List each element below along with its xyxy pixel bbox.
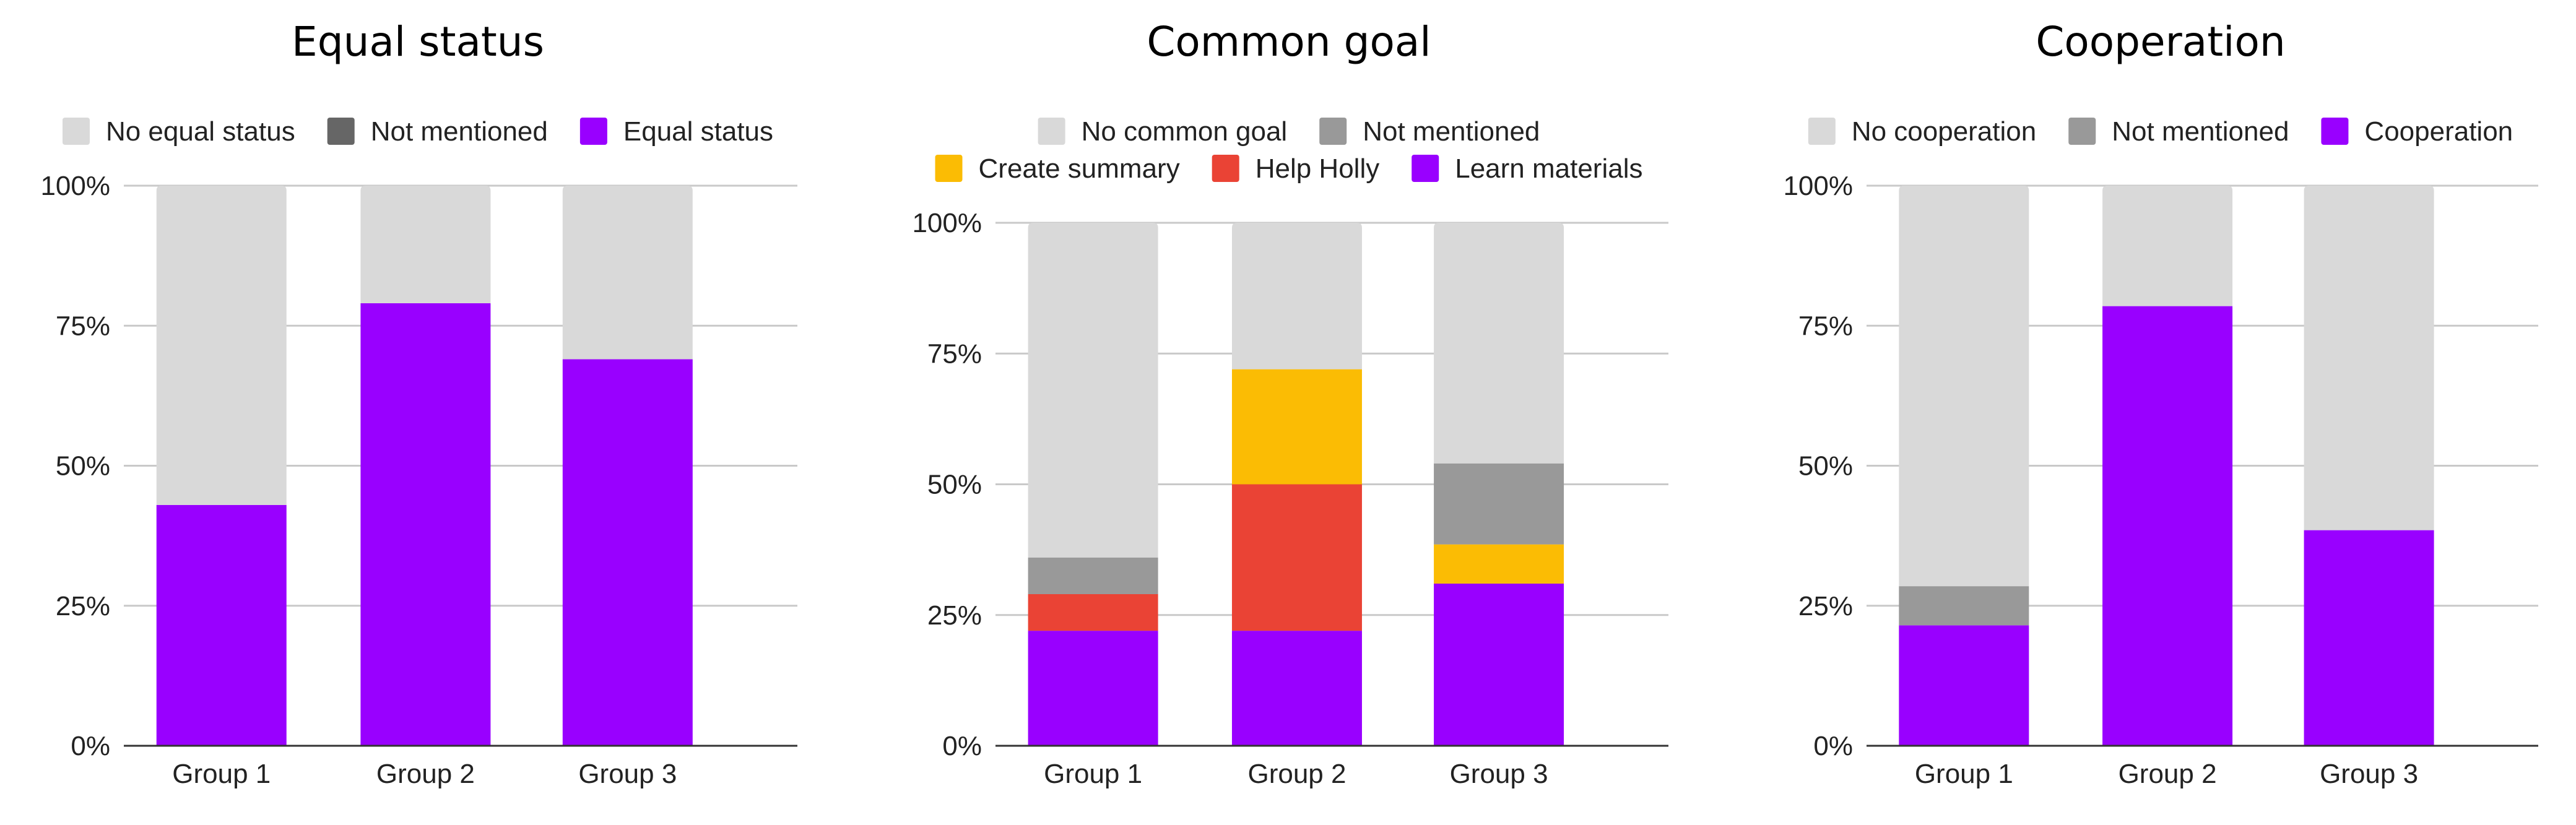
bar-segment-cooperation-group-1 (1899, 625, 2029, 746)
y-tick-label: 0% (1813, 731, 1853, 761)
legend: No cooperation Not mentioned Cooperation (1808, 116, 2513, 147)
legend-label-no-cooperation: No cooperation (1852, 116, 2036, 147)
x-axis: Group 1 Group 2 Group 3 (172, 759, 677, 789)
legend-label-no-common-goal: No common goal (1082, 116, 1288, 147)
bars (1028, 223, 1564, 746)
x-tick-label: Group 3 (1450, 759, 1548, 789)
y-tick-label: 25% (1798, 591, 1853, 621)
bar-segment-not-mentioned-group-1 (1028, 557, 1158, 594)
legend: No common goal Not mentioned Create summar… (935, 116, 1642, 184)
x-axis: Group 1 Group 2 Group 3 (1044, 759, 1548, 789)
bar-segment-help-holly-group-1 (1028, 594, 1158, 631)
bar-segment-learn-materials-group-3 (1434, 584, 1564, 746)
bar-segment-help-holly-group-2 (1231, 484, 1362, 631)
x-tick-label: Group 2 (1247, 759, 1346, 789)
legend-swatch-not-mentioned (1319, 118, 1347, 145)
y-tick-label: 25% (56, 591, 110, 621)
x-tick-label: Group 3 (2320, 759, 2418, 789)
bar-segment-learn-materials-group-1 (1028, 631, 1158, 746)
legend-label-cooperation: Cooperation (2364, 116, 2513, 147)
legend-swatch-no-cooperation (1808, 118, 1836, 145)
x-tick-label: Group 2 (2118, 759, 2217, 789)
x-tick-label: Group 1 (172, 759, 271, 789)
legend-label-not-mentioned: Not mentioned (371, 116, 548, 147)
bar-segment-cooperation-group-3 (2304, 530, 2434, 746)
bar-segment-no-common-goal-group-2 (1231, 223, 1362, 369)
bar-segment-equal-status-group-1 (156, 504, 287, 746)
legend-label-help-holly: Help Holly (1255, 153, 1380, 184)
x-tick-label: Group 3 (578, 759, 677, 789)
legend-label-not-mentioned: Not mentioned (1363, 116, 1540, 147)
bar-segment-no-cooperation-group-3 (2304, 186, 2434, 530)
bar-segment-equal-status-group-3 (562, 359, 693, 746)
bar-segment-not-mentioned-group-1 (1899, 586, 2029, 626)
y-tick-label: 50% (1798, 451, 1853, 482)
legend-label-equal-status: Equal status (623, 116, 773, 147)
bar-segment-no-equal-status-group-3 (562, 186, 693, 360)
x-axis: Group 1 Group 2 Group 3 (1915, 759, 2418, 789)
chart-common-goal: Common goal No common goal Not mentioned Cr… (912, 18, 1668, 789)
legend-label-not-mentioned: Not mentioned (2112, 116, 2289, 147)
legend-swatch-create-summary (935, 155, 963, 182)
y-tick-label: 100% (1783, 171, 1853, 201)
bars (156, 186, 693, 746)
y-tick-label: 50% (927, 470, 982, 500)
chart-title: Equal status (292, 18, 544, 66)
x-tick-label: Group 1 (1915, 759, 2013, 789)
y-tick-label: 25% (927, 600, 982, 631)
y-tick-label: 0% (71, 731, 110, 761)
legend-swatch-equal-status (579, 118, 607, 145)
bar-segment-create-summary-group-2 (1231, 369, 1362, 485)
legend-swatch-not-mentioned (2068, 118, 2096, 145)
legend-label-no-equal-status: No equal status (106, 116, 295, 147)
bar-segment-cooperation-group-2 (2102, 306, 2233, 746)
x-tick-label: Group 2 (376, 759, 475, 789)
y-tick-label: 75% (927, 339, 982, 369)
legend-label-learn-materials: Learn materials (1455, 153, 1642, 184)
chart-cooperation: Cooperation No cooperation Not mentioned Co… (1783, 18, 2538, 789)
legend-swatch-no-common-goal (1038, 118, 1065, 145)
legend-label-create-summary: Create summary (979, 153, 1180, 184)
bar-segment-no-equal-status-group-1 (156, 186, 287, 505)
legend: No equal status Not mentioned Equal status (62, 116, 773, 147)
legend-swatch-cooperation (2321, 118, 2349, 145)
y-tick-label: 50% (56, 451, 110, 482)
legend-swatch-learn-materials (1412, 155, 1439, 182)
y-tick-label: 75% (56, 311, 110, 341)
x-tick-label: Group 1 (1044, 759, 1142, 789)
legend-swatch-no-equal-status (62, 118, 90, 145)
bar-segment-equal-status-group-2 (360, 303, 491, 746)
bar-segment-learn-materials-group-2 (1231, 631, 1362, 746)
legend-swatch-not-mentioned (327, 118, 355, 145)
chart-title: Cooperation (2036, 18, 2285, 66)
bars (1899, 186, 2434, 746)
bar-segment-no-cooperation-group-2 (2102, 186, 2233, 306)
bar-segment-not-mentioned-group-3 (1434, 463, 1564, 545)
chart-equal-status: Equal status No equal status Not mentioned… (40, 18, 797, 789)
y-tick-label: 0% (942, 731, 982, 761)
y-tick-label: 75% (1798, 311, 1853, 341)
bar-segment-no-common-goal-group-3 (1434, 223, 1564, 464)
bar-segment-create-summary-group-3 (1434, 544, 1564, 584)
bar-segment-no-cooperation-group-1 (1899, 186, 2029, 587)
y-tick-label: 100% (40, 171, 110, 201)
bar-segment-no-equal-status-group-2 (360, 186, 491, 304)
bar-segment-no-common-goal-group-1 (1028, 223, 1158, 558)
legend-swatch-help-holly (1212, 155, 1239, 182)
chart-title: Common goal (1147, 18, 1431, 66)
y-tick-label: 100% (912, 208, 982, 238)
